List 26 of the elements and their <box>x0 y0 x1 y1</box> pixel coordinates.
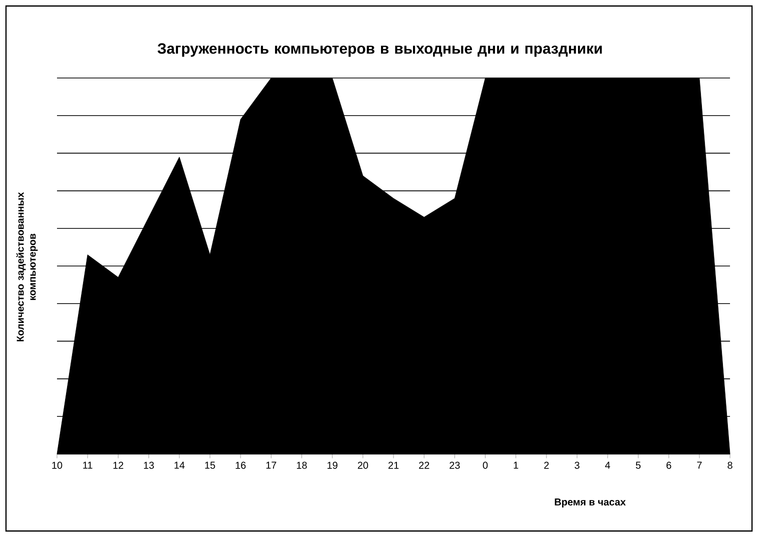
x-tick-label: 20 <box>358 462 368 469</box>
x-tick-label: 23 <box>450 462 460 469</box>
x-tick-label: 7 <box>697 462 702 469</box>
x-tick-label: 5 <box>636 462 641 469</box>
x-tick-label: 11 <box>83 462 92 469</box>
x-tick-label: 21 <box>388 462 399 469</box>
x-tick-label: 14 <box>174 462 185 469</box>
x-tick-label: 12 <box>113 462 124 469</box>
x-tick-label: 4 <box>605 462 610 469</box>
x-tick-label: 13 <box>144 462 154 469</box>
x-tick-label: 1 <box>514 462 518 469</box>
x-tick-label: 2 <box>544 462 549 469</box>
x-tick-label: 6 <box>666 462 672 469</box>
x-tick-label: 17 <box>266 462 276 469</box>
x-tick-label: 8 <box>728 462 732 469</box>
x-tick-label: 10 <box>52 462 62 469</box>
x-tick-label: 18 <box>296 462 307 469</box>
chart-title: Загруженность компьютеров в выходные дни и праздники <box>158 43 602 57</box>
x-tick-label: 0 <box>482 462 488 469</box>
x-tick-label: 3 <box>574 462 580 469</box>
x-tick-label: 22 <box>419 462 430 469</box>
x-tick-label: 19 <box>328 462 338 469</box>
y-axis-title: Количество задействованных компьютеров <box>16 192 38 342</box>
x-tick-label: 16 <box>236 462 246 469</box>
x-axis-title: Время в часах <box>554 498 626 508</box>
x-tick-label: 15 <box>205 462 216 469</box>
